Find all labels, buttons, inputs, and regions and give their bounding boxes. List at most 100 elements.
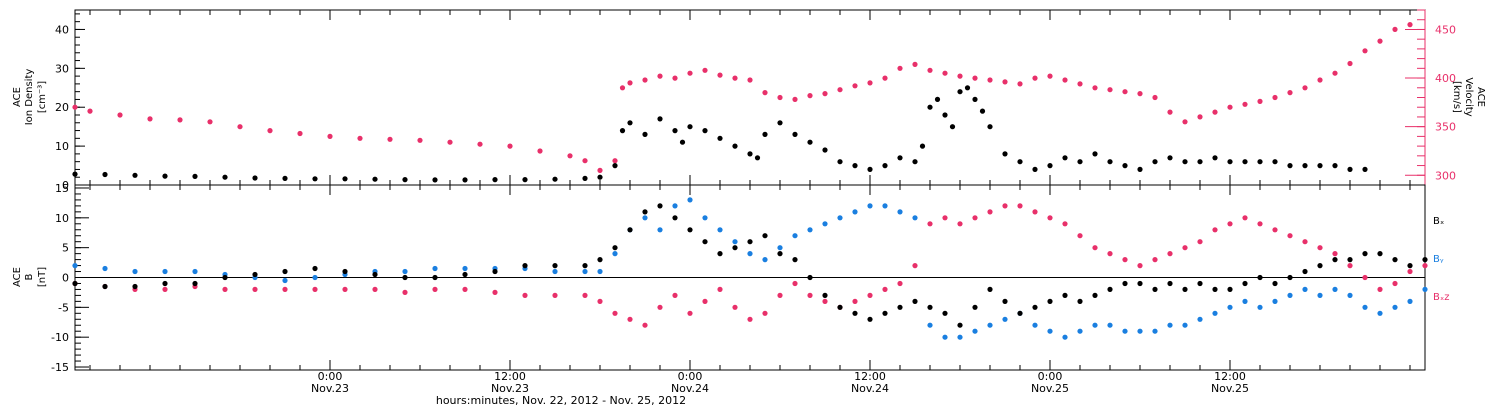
velocity-point (852, 83, 858, 89)
density-point (687, 124, 693, 130)
density-point (312, 176, 318, 182)
time-tick-label: 0:00 (318, 370, 343, 383)
bx-point (1137, 280, 1143, 287)
density-point (462, 177, 468, 183)
density-point (192, 173, 198, 179)
bx-point (597, 257, 603, 263)
bz-point (582, 292, 588, 298)
bx-point (1122, 280, 1128, 287)
bx-point (1002, 298, 1008, 304)
density-point (867, 166, 873, 172)
by-point (1242, 298, 1248, 304)
velocity-point (1272, 94, 1278, 101)
bz-point (462, 286, 468, 292)
by-point (597, 268, 603, 275)
density-point (1272, 159, 1278, 165)
bx-point (777, 251, 783, 257)
velocity-point (1182, 119, 1188, 125)
bx-point (402, 274, 408, 281)
bz-point (672, 292, 678, 298)
bx-point (1152, 286, 1158, 292)
density-point (919, 143, 926, 149)
by-point (837, 215, 843, 221)
density-point (1302, 163, 1308, 169)
velocity-point (1107, 87, 1113, 93)
density-point (1122, 163, 1128, 169)
density-point (627, 120, 633, 126)
bz-point (432, 286, 438, 292)
legend-entry: Bₓ (1433, 216, 1444, 227)
time-tick-label: 12:00 (1214, 370, 1246, 383)
velocity-point (1377, 38, 1383, 44)
bz-point (402, 289, 408, 295)
velocity-axis-label-line3: [km/s] (1451, 81, 1462, 113)
date-tick-label: Nov.25 (1211, 382, 1249, 395)
density-point (979, 108, 986, 114)
date-tick-label: Nov.24 (671, 382, 709, 395)
density-point (1257, 159, 1263, 165)
bx-point (717, 251, 723, 257)
bx-point (912, 298, 918, 304)
density-point (132, 172, 138, 178)
bz-point (1182, 245, 1188, 251)
density-point (102, 171, 108, 178)
velocity-point (612, 158, 618, 164)
velocity-tick-label: 450 (1435, 23, 1456, 36)
bz-point (1062, 221, 1068, 227)
bx-point (312, 265, 318, 272)
bx-point (762, 233, 768, 239)
bz-point (612, 310, 618, 316)
velocity-point (1392, 26, 1398, 32)
by-point (717, 227, 723, 233)
bx-point (432, 274, 438, 281)
velocity-tick-label: 350 (1435, 121, 1456, 134)
density-tick-label: 40 (55, 23, 69, 36)
density-point (1002, 151, 1008, 157)
density-point (1017, 159, 1023, 165)
bx-point (372, 271, 378, 278)
bz-point (222, 286, 228, 292)
bx-point (1167, 280, 1173, 287)
bz-point (822, 298, 828, 304)
density-point (837, 159, 843, 165)
bx-point (1242, 280, 1248, 287)
by-point (1137, 328, 1143, 334)
bz-point (492, 289, 498, 295)
by-point (432, 265, 438, 272)
velocity-point (777, 94, 783, 101)
density-point (552, 176, 558, 182)
density-point (679, 139, 686, 145)
time-axis-labels: 0:00Nov.2312:00Nov.230:00Nov.2412:00Nov.… (311, 370, 1249, 395)
density-axis-label-line1: ACE (12, 87, 23, 107)
velocity-point (1302, 85, 1308, 91)
time-tick-label: 0:00 (678, 370, 703, 383)
bz-point (522, 292, 528, 298)
density-point (1332, 163, 1338, 169)
bz-point (282, 286, 288, 292)
density-point (1242, 159, 1248, 165)
bz-point (1407, 268, 1413, 275)
velocity-point (837, 87, 843, 93)
bz-point (762, 310, 768, 316)
bz-point (927, 221, 933, 227)
density-point (747, 151, 753, 157)
by-point (1077, 328, 1083, 334)
b-axis-label-line1: ACE (12, 267, 23, 287)
density-tick-label: 30 (55, 62, 69, 75)
density-point (342, 176, 348, 182)
velocity-point (957, 73, 963, 79)
x-axis-title: hours:minutes, Nov. 22, 2012 - Nov. 25, … (436, 394, 686, 407)
bx-point (612, 245, 618, 251)
by-point (1002, 316, 1008, 322)
b-axis-label-line2: B (24, 273, 35, 280)
by-point (1212, 310, 1218, 316)
by-point (312, 274, 318, 281)
density-point (1167, 155, 1173, 161)
bz-point (867, 292, 873, 298)
by-point (402, 268, 408, 275)
density-point (72, 171, 78, 177)
bx-point (1092, 292, 1098, 298)
by-point (1182, 322, 1188, 328)
bz-point (1152, 257, 1158, 263)
velocity-point (1137, 91, 1143, 97)
